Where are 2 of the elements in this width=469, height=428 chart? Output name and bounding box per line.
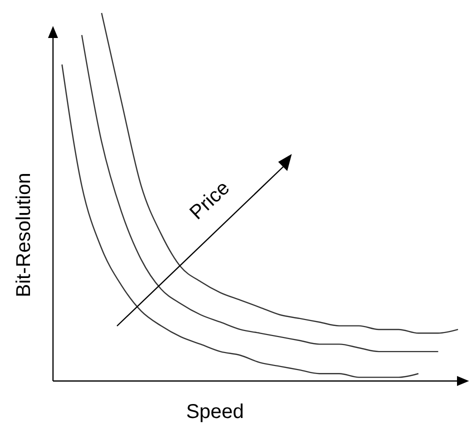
x-axis-title: Speed <box>186 401 244 423</box>
y-axis-title: Bit-Resolution <box>13 172 35 298</box>
